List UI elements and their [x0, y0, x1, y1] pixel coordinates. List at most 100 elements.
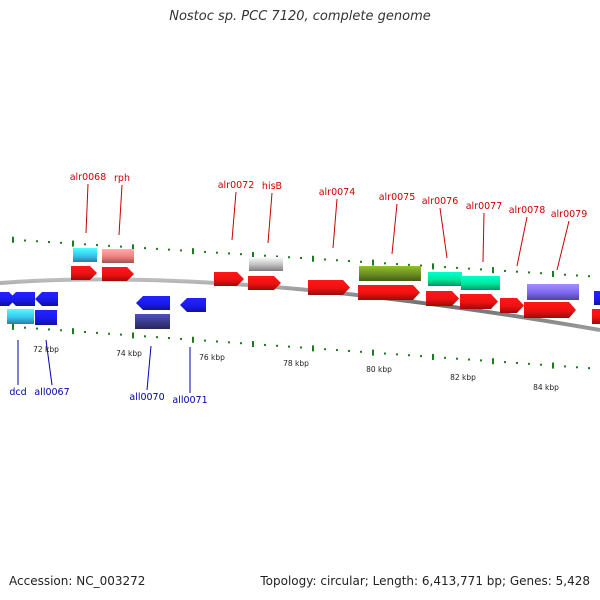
track-dot [372, 349, 374, 356]
track-dot [360, 350, 362, 353]
track-dot [156, 336, 158, 339]
track-dot [588, 275, 590, 278]
track-dot [576, 274, 578, 277]
track-dot [60, 329, 62, 332]
gene-label-alr0077: alr0077 [466, 201, 503, 212]
gene-label-alr0076: alr0076 [422, 196, 459, 207]
track-dot [132, 244, 134, 251]
track-dot [12, 323, 14, 330]
gene-label-alr0074: alr0074 [319, 187, 356, 198]
gene-feature [527, 284, 579, 300]
track-dot [264, 254, 266, 257]
track-dot [276, 255, 278, 258]
track-dot [276, 344, 278, 347]
track-dot [72, 328, 74, 335]
track-dot [480, 268, 482, 271]
gene-feature [359, 266, 421, 281]
track-dot [120, 333, 122, 336]
topology-summary: Topology: circular; Length: 6,413,771 bp… [260, 574, 590, 588]
track-dot [96, 331, 98, 334]
track-dot [552, 270, 554, 277]
track-dot [528, 362, 530, 365]
track-dot [228, 252, 230, 255]
leader-line [516, 216, 528, 267]
track-dot [36, 240, 38, 243]
leader-line [391, 203, 398, 255]
track-dot [216, 251, 218, 254]
gene-feature [180, 298, 206, 312]
leader-line [556, 220, 570, 271]
gene-feature [594, 291, 600, 305]
scale-tick-label: 76 kbp [199, 353, 225, 362]
scale-ticks: 72 kbp 74 kbp 76 kbp 78 kbp 80 kbp 82 kbp 84 k… [33, 345, 559, 392]
track-dot [456, 266, 458, 269]
track-dot [144, 335, 146, 338]
gene-feature [136, 296, 170, 310]
gene-label-all0070: all0070 [129, 392, 164, 403]
track-dot [84, 243, 86, 246]
track-dot [24, 239, 26, 242]
track-dot [516, 361, 518, 364]
track-dot [492, 358, 494, 365]
track-dot [192, 248, 194, 255]
track-dot [252, 251, 254, 258]
leader-line [482, 212, 485, 263]
track-dot [168, 337, 170, 340]
track-dot [384, 352, 386, 355]
gene-feature [524, 302, 576, 318]
track-dot [552, 362, 554, 369]
track-dot [492, 267, 494, 274]
track-dot [408, 354, 410, 357]
track-dot [480, 359, 482, 362]
track-dot [204, 339, 206, 342]
dotted-tracks [12, 236, 590, 370]
gene-label-alr0079: alr0079 [551, 209, 588, 220]
leader-line [118, 184, 123, 236]
gene-label-rph: rph [114, 173, 130, 184]
leader-line [439, 207, 448, 259]
leader-line [267, 192, 273, 244]
track-dot [372, 259, 374, 266]
track-dot [444, 356, 446, 359]
scale-tick-label: 74 kbp [116, 349, 142, 358]
gene-feature [428, 272, 462, 286]
gene-feature [248, 276, 281, 290]
gene-labels: alr0068 rph alr0072 hisB alr0074 alr0075 alr00… [9, 172, 587, 406]
track-dot [120, 245, 122, 248]
track-dot [540, 363, 542, 366]
scale-tick-label: 80 kbp [366, 365, 392, 374]
track-dot [300, 257, 302, 259]
gene-feature [35, 310, 57, 325]
track-dot [180, 249, 182, 252]
track-dot [324, 258, 326, 261]
gene-feature [358, 285, 420, 300]
gene-feature [9, 292, 35, 306]
track-dot [240, 253, 242, 256]
track-dot [12, 236, 14, 243]
gene-feature [461, 276, 500, 290]
gene-label-dcd: dcd [9, 387, 26, 398]
leader-line [146, 345, 152, 391]
track-dot [588, 367, 590, 370]
track-dot [108, 244, 110, 247]
track-dot [504, 361, 506, 364]
track-dot [468, 358, 470, 361]
leader-line [231, 191, 237, 241]
gene-feature [500, 298, 524, 313]
track-dot [576, 366, 578, 369]
track-dot [72, 240, 74, 247]
leader-line [45, 339, 53, 386]
gene-feature [7, 309, 34, 324]
track-dot [168, 248, 170, 251]
track-dot [156, 247, 158, 250]
track-dot [204, 250, 206, 253]
track-dot [288, 345, 290, 348]
track-dot [252, 341, 254, 348]
track-dot [432, 353, 434, 360]
gene-label-all0067: all0067 [34, 387, 69, 398]
track-dot [216, 340, 218, 343]
track-dot [396, 353, 398, 356]
gene-feature [592, 309, 600, 324]
gene-feature [73, 248, 97, 262]
track-dot [60, 241, 62, 244]
